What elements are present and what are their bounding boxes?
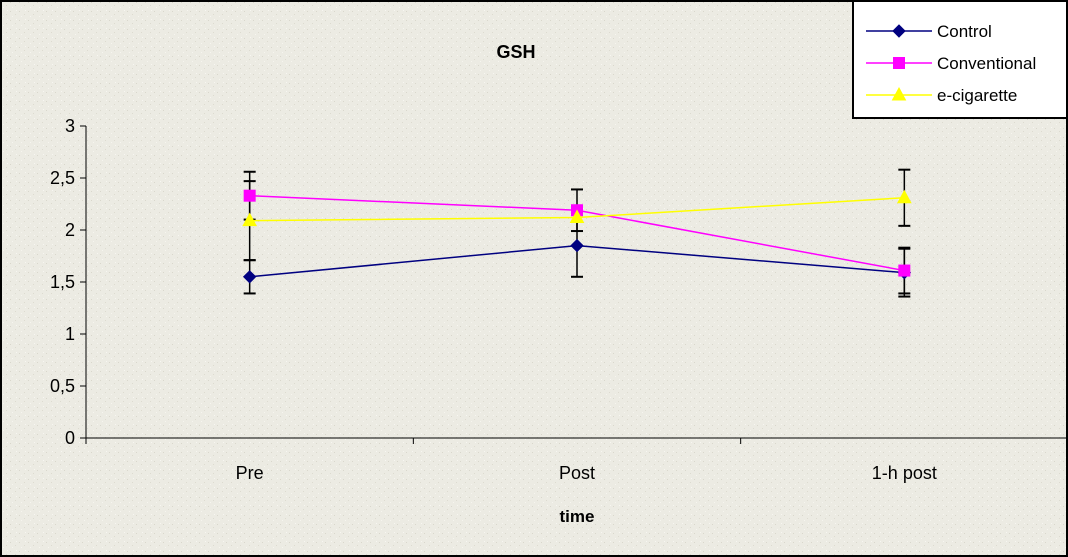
y-tick-label: 1,5 — [50, 272, 75, 292]
x-axis-label: time — [560, 507, 595, 526]
y-tick-label: 3 — [65, 116, 75, 136]
legend-label-conventional: Conventional — [937, 54, 1036, 73]
y-tick-label: 0 — [65, 428, 75, 448]
legend-marker-control — [892, 24, 906, 38]
data-point-control — [242, 270, 257, 284]
data-point-control — [570, 238, 584, 253]
legend-box — [852, 0, 1068, 119]
chart-title: GSH — [496, 42, 535, 62]
x-tick-label: 1-h post — [872, 463, 937, 483]
y-tick-label: 2 — [65, 220, 75, 240]
y-tick-label: 2,5 — [50, 168, 75, 188]
x-tick-label: Pre — [236, 463, 264, 483]
legend-label-control: Control — [937, 22, 992, 41]
data-point-e-cigarette — [896, 189, 912, 204]
series-layer — [242, 168, 912, 298]
data-point-e-cigarette — [242, 212, 258, 227]
legend-marker-e-cigarette — [891, 86, 907, 101]
y-tick-label: 1 — [65, 324, 75, 344]
data-point-conventional — [898, 264, 911, 277]
data-point-e-cigarette — [569, 209, 585, 224]
legend: Control Conventional e-cigarette — [852, 0, 1068, 119]
legend-label-e-cigarette: e-cigarette — [937, 86, 1017, 105]
x-tick-label: Post — [559, 463, 595, 483]
legend-marker-conventional — [893, 57, 905, 69]
data-point-conventional — [243, 189, 256, 202]
axes-layer: 0 0,5 1 1,5 2 2,5 3 Pre Post 1-h post — [50, 116, 1068, 483]
y-tick-label: 0,5 — [50, 376, 75, 396]
